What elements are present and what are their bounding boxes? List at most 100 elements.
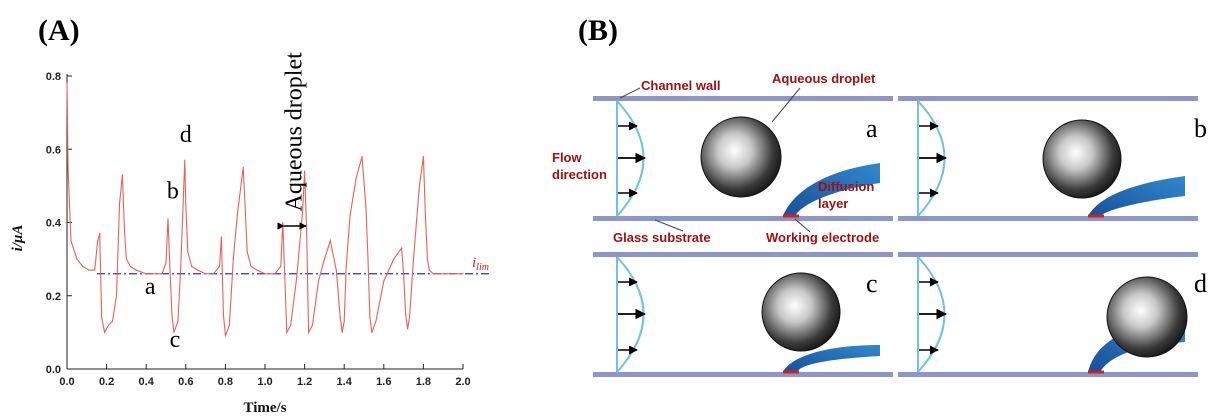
x-tick-label: 1.8 <box>416 376 431 388</box>
data-point <box>125 258 127 260</box>
y-tick-label: 0.6 <box>46 144 61 156</box>
bottom-wall-b <box>898 216 1198 221</box>
data-point <box>355 177 357 180</box>
data-point <box>107 324 110 326</box>
data-point <box>282 221 284 224</box>
bottom-wall-a <box>593 216 893 221</box>
annotation-label-a: a <box>145 274 156 300</box>
data-point <box>284 276 286 279</box>
x-tick-label: 0.0 <box>59 376 74 388</box>
annotation-label-c: c <box>170 327 181 353</box>
annotation-aqueous-droplet: Aqueous droplet <box>282 52 308 212</box>
data-point <box>220 236 223 238</box>
data-point <box>135 269 137 271</box>
x-tick-label: 0.8 <box>218 376 233 388</box>
data-point <box>104 331 106 333</box>
data-point <box>304 170 306 172</box>
glass-substrate-pointer <box>654 219 684 232</box>
annotation-label-b: b <box>167 179 179 205</box>
glass-substrate-label: Glass substrate <box>613 230 711 245</box>
data-point <box>401 247 403 249</box>
working-electrode-label: Working electrode <box>766 230 879 245</box>
data-point <box>404 313 407 315</box>
diffusion-layer-a <box>783 163 880 216</box>
chart-annotations: a b c d Aqueous droplet <box>145 52 308 353</box>
data-point <box>228 324 230 326</box>
data-point <box>246 251 248 253</box>
data-point <box>88 269 90 271</box>
diffusion-layer-label-1: Diffusion <box>818 179 874 194</box>
data-point <box>242 166 244 169</box>
x-tick-label: 1.2 <box>297 376 312 388</box>
y-tick-label: 0.0 <box>46 364 61 376</box>
droplet-b <box>1042 119 1122 199</box>
data-point <box>408 317 411 319</box>
data-point <box>244 207 246 209</box>
diffusion-layer-label-2: layer <box>818 196 848 211</box>
channel-wall-label: Channel wall <box>641 78 720 93</box>
data-point <box>264 273 266 275</box>
data-point <box>424 214 426 216</box>
stage-label-d: d <box>1194 269 1207 298</box>
data-point <box>121 174 124 176</box>
current-trace-points <box>66 82 464 337</box>
diffusion-layer-c <box>783 345 880 372</box>
data-point <box>111 320 114 322</box>
data-point <box>167 218 169 220</box>
data-point <box>418 185 421 187</box>
data-point <box>305 229 308 231</box>
annotation-label-d: d <box>180 122 192 148</box>
x-tick-label: 0.6 <box>178 376 193 388</box>
data-point <box>177 320 179 322</box>
data-point <box>187 251 189 253</box>
data-point <box>70 240 72 242</box>
data-point <box>184 159 186 161</box>
droplet-a <box>700 116 782 198</box>
data-point <box>236 214 238 216</box>
data-point <box>101 317 103 319</box>
flow-profile-b <box>917 100 948 217</box>
y-axis-label: i/μA <box>10 225 26 252</box>
data-point <box>99 232 101 235</box>
data-point <box>185 203 187 205</box>
data-point <box>290 324 292 326</box>
data-point <box>317 280 320 282</box>
flow-profile-a <box>616 100 647 217</box>
data-point <box>426 258 428 260</box>
data-point <box>462 273 464 275</box>
top-wall-a <box>593 96 893 101</box>
data-point <box>383 280 385 282</box>
ilim-label-main: i <box>472 255 476 271</box>
stage-label-a: a <box>866 114 878 143</box>
data-point <box>438 273 440 275</box>
data-point <box>446 273 448 275</box>
data-point <box>345 265 347 268</box>
data-point <box>212 273 215 275</box>
data-point <box>307 331 310 333</box>
data-point <box>155 273 157 275</box>
data-point <box>222 313 225 315</box>
data-point <box>412 258 415 260</box>
x-tick-label: 0.4 <box>139 376 155 388</box>
x-tick-label: 1.4 <box>337 376 353 388</box>
data-point <box>165 262 167 264</box>
data-point <box>76 258 78 260</box>
droplet-d <box>1106 276 1188 358</box>
droplet-pointer <box>771 87 801 123</box>
data-point <box>280 265 282 268</box>
data-point <box>406 328 409 330</box>
x-tick-label: 1.6 <box>376 376 391 388</box>
data-point <box>97 240 99 242</box>
x-tick-label: 1.0 <box>257 376 272 388</box>
data-point <box>197 269 199 271</box>
stage-label-b: b <box>1194 114 1207 143</box>
x-tick-label: 0.2 <box>99 376 114 388</box>
data-point <box>183 185 185 187</box>
flow-profile-d <box>917 256 948 373</box>
flow-direction-label-1: Flow <box>552 150 582 165</box>
data-point <box>349 214 351 216</box>
droplet-c <box>761 272 841 352</box>
data-point <box>296 276 298 279</box>
data-point <box>302 210 304 213</box>
bottom-wall-c <box>593 372 893 377</box>
